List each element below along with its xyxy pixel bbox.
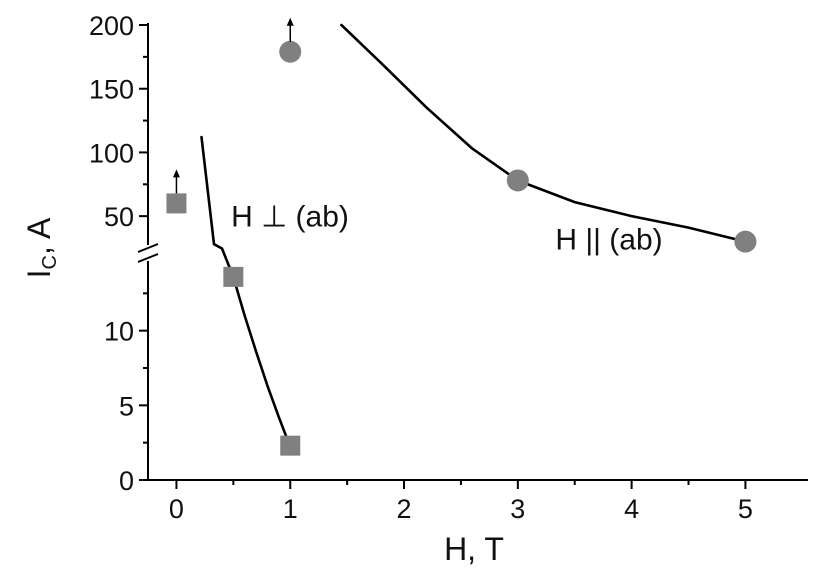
square-point-0-2 [280, 435, 301, 456]
y-axis-title-main: I [21, 269, 57, 278]
square-point-0-1 [223, 266, 244, 287]
axis-break-mark-upper [137, 243, 159, 253]
data-points [166, 17, 757, 456]
x-tick-label-1: 1 [283, 494, 298, 524]
lower-bound-arrow-head-1-0 [286, 17, 294, 26]
y-axis-title: IC, A [21, 217, 61, 278]
y-axis-title-sub: C [39, 255, 61, 269]
annotations: H ⊥ (ab) H || (ab) [231, 200, 663, 256]
x-axis-title: H, T [444, 531, 504, 567]
annotation-1: H || (ab) [555, 223, 662, 256]
y-upper-tick-label-2: 150 [89, 75, 134, 105]
y-lower-tick-label-1: 5 [119, 391, 134, 421]
y-lower-tick-label-0: 0 [119, 466, 134, 496]
x-tick-label-5: 5 [738, 494, 753, 524]
circle-point-1-1 [506, 169, 529, 192]
x-tick-label-0: 0 [169, 494, 184, 524]
square-point-0-0 [166, 193, 187, 214]
fit-line-series-1 [340, 23, 747, 243]
x-tick-label-4: 4 [624, 494, 639, 524]
circle-point-1-2 [734, 230, 757, 253]
y-lower-tick-label-2: 10 [104, 317, 134, 347]
y-upper-tick-label-1: 100 [89, 138, 134, 168]
x-tick-label-3: 3 [510, 494, 525, 524]
y-upper-tick-label-3: 200 [89, 11, 134, 41]
annotation-0: H ⊥ (ab) [231, 200, 349, 233]
axis-break-mark-lower [137, 253, 159, 263]
y-axis-title-rest: , A [21, 217, 57, 255]
circle-point-1-0 [279, 40, 302, 63]
x-tick-label-2: 2 [397, 494, 412, 524]
lower-bound-arrow-head-0-0 [172, 169, 180, 178]
y-upper-tick-label-0: 50 [104, 202, 134, 232]
fit-line-series-0 [200, 135, 290, 443]
axes [137, 23, 808, 481]
